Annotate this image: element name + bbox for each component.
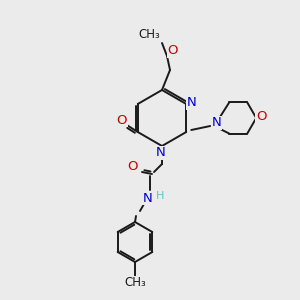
Text: CH₃: CH₃	[138, 28, 160, 40]
Text: N: N	[186, 97, 196, 110]
Text: O: O	[116, 113, 127, 127]
Text: N: N	[143, 191, 153, 205]
Text: O: O	[128, 160, 138, 173]
Text: O: O	[168, 44, 178, 58]
Text: N: N	[212, 116, 221, 130]
Text: O: O	[256, 110, 266, 124]
Text: CH₃: CH₃	[124, 277, 146, 290]
Text: H: H	[156, 191, 164, 201]
Text: N: N	[156, 146, 166, 160]
